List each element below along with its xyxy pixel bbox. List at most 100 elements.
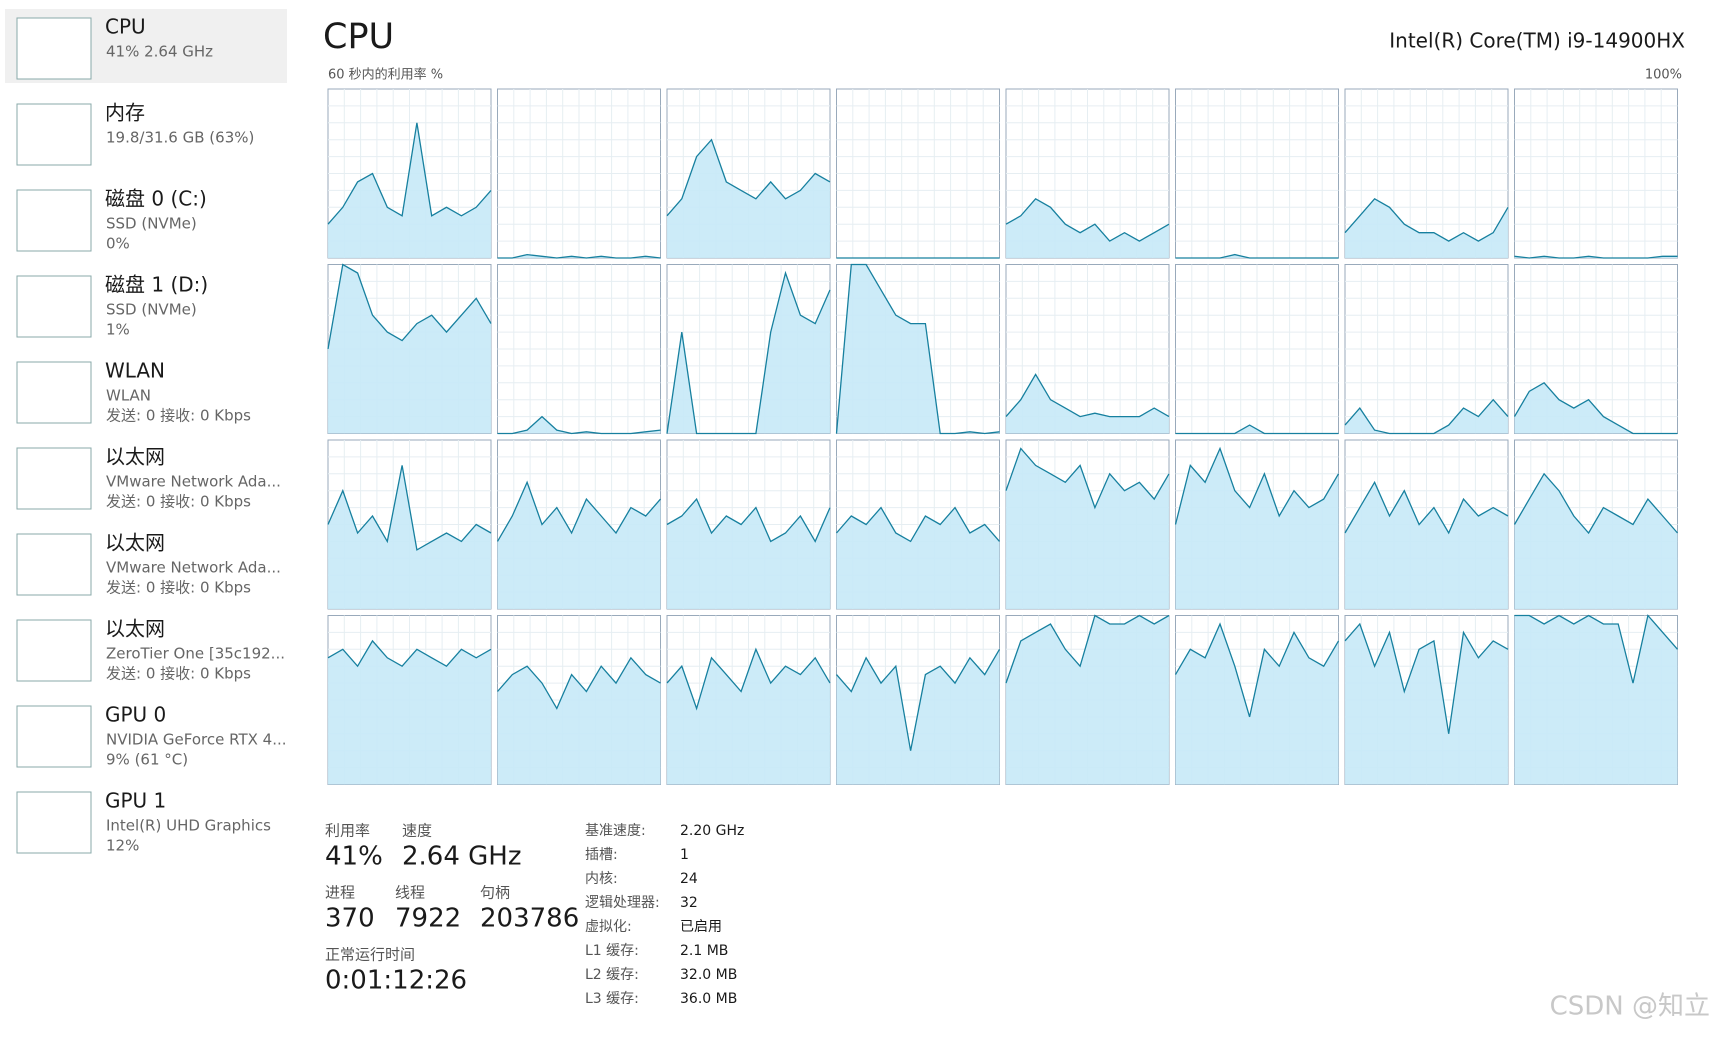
core-line bbox=[497, 656, 661, 710]
core-area bbox=[836, 649, 1000, 785]
core-line bbox=[1514, 255, 1678, 259]
item-thumbnail bbox=[16, 275, 92, 338]
item-detail: 0% bbox=[106, 235, 130, 253]
item-detail: ZeroTier One [35c192... bbox=[106, 645, 285, 663]
detail-value: 2.1 MB bbox=[680, 943, 728, 959]
item-detail: VMware Network Ada... bbox=[106, 559, 281, 577]
item-title: 磁盘 0 (C:) bbox=[105, 187, 207, 211]
core-line bbox=[666, 270, 831, 435]
detail-value: 1 bbox=[680, 847, 689, 863]
stat-label: 速度 bbox=[402, 822, 432, 840]
core-area bbox=[1514, 473, 1678, 609]
core-line bbox=[327, 465, 492, 551]
detail-value: 24 bbox=[680, 871, 698, 887]
core-line bbox=[1514, 614, 1678, 684]
core-line bbox=[1513, 381, 1678, 435]
item-detail: 1% bbox=[106, 321, 130, 339]
core-area bbox=[667, 139, 830, 258]
core-area bbox=[1006, 615, 1169, 785]
item-thumbnail bbox=[16, 619, 92, 682]
core-line bbox=[836, 506, 1000, 543]
detail-label: 基准速度: bbox=[585, 822, 646, 839]
stat-value: 0:01:12:26 bbox=[325, 966, 467, 996]
core-line bbox=[497, 415, 661, 435]
core-area bbox=[836, 264, 1000, 434]
item-thumbnail bbox=[16, 447, 92, 510]
item-thumbnail bbox=[16, 791, 92, 854]
core-line bbox=[1005, 614, 1170, 684]
core-area bbox=[1175, 425, 1339, 434]
core-area bbox=[667, 499, 830, 609]
core-line bbox=[666, 138, 831, 217]
item-detail: 发送: 0 接收: 0 Kbps bbox=[106, 665, 251, 683]
item-title: CPU bbox=[105, 15, 146, 39]
detail-label: 内核: bbox=[585, 871, 618, 887]
core-line bbox=[1005, 373, 1170, 418]
stat-value: 7922 bbox=[395, 904, 461, 934]
core-area bbox=[1175, 448, 1339, 609]
core-area bbox=[497, 657, 661, 785]
core-line bbox=[1513, 472, 1678, 535]
core-line bbox=[1175, 424, 1339, 435]
stat-value: 2.64 GHz bbox=[402, 842, 522, 872]
item-thumbnail bbox=[16, 189, 92, 252]
core-line bbox=[1005, 447, 1170, 510]
core-line bbox=[1344, 197, 1509, 242]
item-title: 以太网 bbox=[105, 445, 165, 469]
detail-label: L1 缓存: bbox=[585, 943, 639, 959]
page-title: CPU bbox=[323, 17, 394, 57]
core-line bbox=[1175, 253, 1339, 259]
core-line bbox=[496, 480, 661, 542]
item-detail: Intel(R) UHD Graphics bbox=[106, 817, 271, 835]
core-line bbox=[1174, 446, 1340, 525]
item-title: 以太网 bbox=[105, 531, 165, 555]
core-line bbox=[666, 647, 831, 711]
core-line bbox=[327, 122, 492, 225]
item-title: GPU 1 bbox=[105, 789, 166, 813]
core-area bbox=[328, 264, 491, 434]
core-area bbox=[1345, 624, 1508, 785]
item-title: 内存 bbox=[105, 101, 145, 125]
detail-value: 32 bbox=[680, 895, 698, 911]
item-detail: 发送: 0 接收: 0 Kbps bbox=[106, 579, 251, 597]
detail-value: 36.0 MB bbox=[680, 991, 737, 1007]
item-thumbnail bbox=[16, 103, 92, 166]
item-title: 磁盘 1 (D:) bbox=[105, 273, 208, 297]
item-thumbnail bbox=[16, 705, 92, 768]
graph-label: 60 秒内的利用率 % bbox=[328, 67, 443, 83]
stat-label: 线程 bbox=[395, 884, 425, 902]
core-area bbox=[328, 465, 491, 609]
stat-label: 句柄 bbox=[480, 884, 510, 902]
detail-label: 虚拟化: bbox=[585, 919, 632, 935]
detail-value: 已启用 bbox=[680, 919, 722, 935]
item-thumbnail bbox=[16, 533, 92, 596]
watermark: CSDN @知立 bbox=[1550, 992, 1710, 1022]
stat-value: 370 bbox=[325, 904, 375, 934]
item-thumbnail bbox=[16, 17, 92, 80]
item-detail: 发送: 0 接收: 0 Kbps bbox=[106, 493, 251, 511]
core-area bbox=[1345, 399, 1508, 434]
item-detail: SSD (NVMe) bbox=[106, 301, 197, 319]
detail-label: L2 缓存: bbox=[585, 967, 639, 983]
item-detail: 19.8/31.6 GB (63%) bbox=[106, 129, 254, 147]
core-line bbox=[1344, 398, 1509, 435]
stat-label: 正常运行时间 bbox=[325, 946, 415, 964]
item-detail: 12% bbox=[106, 837, 139, 855]
item-detail: SSD (NVMe) bbox=[106, 215, 197, 233]
detail-label: 插槽: bbox=[585, 847, 618, 863]
core-line bbox=[1344, 480, 1509, 535]
stat-value: 41% bbox=[325, 842, 383, 872]
item-detail: 41% 2.64 GHz bbox=[106, 43, 213, 61]
processor-name: Intel(R) Core(TM) i9-14900HX bbox=[1389, 29, 1685, 53]
core-line bbox=[836, 648, 1001, 751]
detail-label: L3 缓存: bbox=[585, 991, 639, 1007]
stat-label: 进程 bbox=[325, 884, 355, 902]
core-area bbox=[1175, 624, 1339, 785]
core-line bbox=[327, 639, 492, 668]
core-area bbox=[328, 122, 491, 258]
item-detail: NVIDIA GeForce RTX 4... bbox=[106, 731, 287, 749]
core-line bbox=[835, 263, 1000, 435]
core-area bbox=[836, 507, 1000, 609]
core-area bbox=[1514, 615, 1678, 785]
